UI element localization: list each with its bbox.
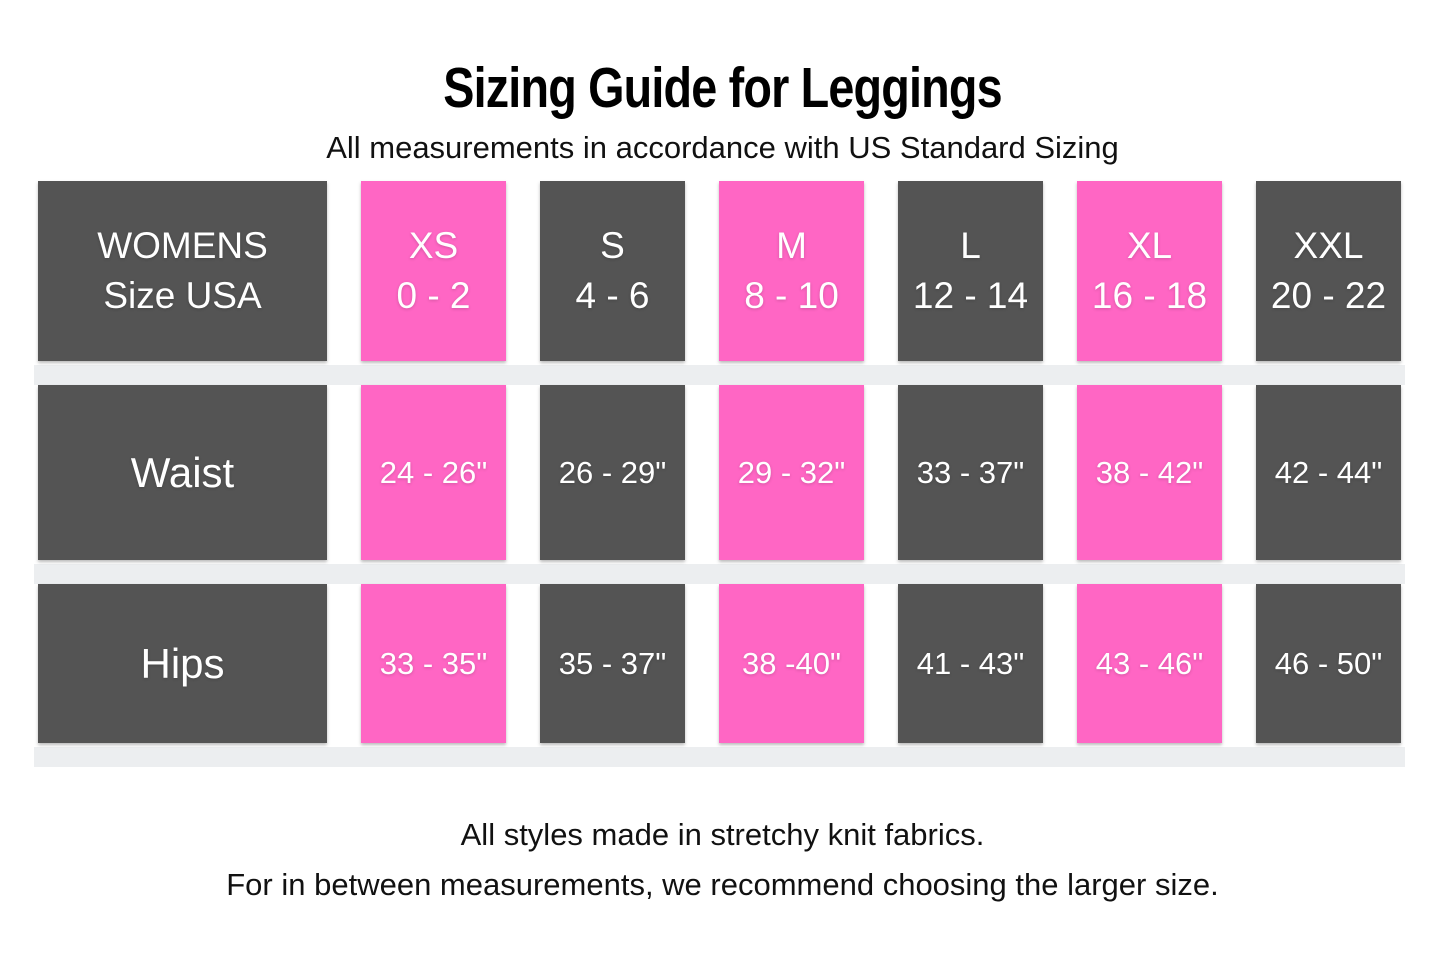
header-corner-cell: WOMENS Size USA: [38, 181, 327, 361]
hips-cell-l: 41 - 43": [898, 584, 1043, 743]
hips-cell-xl: 43 - 46": [1077, 584, 1222, 743]
corner-label-line2: Size USA: [103, 275, 262, 316]
footer-note-fabrics: All styles made in stretchy knit fabrics…: [460, 817, 985, 852]
measurement-value: 35 - 37": [558, 645, 667, 681]
waist-row: Waist 24 - 26" 26 - 29" 29 - 32" 33 - 37…: [38, 385, 1401, 560]
page-title: Sizing Guide for Leggings: [443, 56, 1002, 120]
hips-cell-m: 38 -40": [719, 584, 864, 743]
hips-cell-xxl: 46 - 50": [1256, 584, 1401, 743]
header-cell-xs: XS 0 - 2: [361, 181, 506, 361]
measurement-value: 43 - 46": [1095, 645, 1204, 681]
size-label: XL: [1126, 225, 1173, 266]
size-range: 0 - 2: [396, 275, 471, 316]
header-cell-m: M 8 - 10: [719, 181, 864, 361]
measurement-value: 42 - 44": [1274, 454, 1383, 490]
size-range: 12 - 14: [912, 275, 1029, 316]
row-label-hips: Hips: [38, 584, 327, 743]
size-table-header-row: WOMENS Size USA XS 0 - 2 S 4 - 6 M 8 - 1…: [38, 181, 1401, 361]
size-table: WOMENS Size USA XS 0 - 2 S 4 - 6 M 8 - 1…: [34, 181, 1405, 767]
hips-cell-xs: 33 - 35": [361, 584, 506, 743]
size-label: L: [960, 225, 981, 266]
size-label: S: [600, 225, 625, 266]
size-range: 16 - 18: [1091, 275, 1208, 316]
measurement-value: 38 - 42": [1095, 454, 1204, 490]
measurement-value: 41 - 43": [916, 645, 1025, 681]
row-separator-band: [34, 564, 1405, 584]
size-range: 4 - 6: [575, 275, 650, 316]
measurement-value: 46 - 50": [1274, 645, 1383, 681]
header-cell-s: S 4 - 6: [540, 181, 685, 361]
waist-cell-m: 29 - 32": [719, 385, 864, 560]
footer-notes: All styles made in stretchy knit fabrics…: [0, 810, 1445, 910]
header-cell-l: L 12 - 14: [898, 181, 1043, 361]
size-range: 20 - 22: [1270, 275, 1387, 316]
hips-row: Hips 33 - 35" 35 - 37" 38 -40" 41 - 43" …: [38, 584, 1401, 743]
hips-cell-s: 35 - 37": [540, 584, 685, 743]
measurement-value: 26 - 29": [558, 454, 667, 490]
row-label-waist: Waist: [38, 385, 327, 560]
header-cell-xl: XL 16 - 18: [1077, 181, 1222, 361]
measurement-value: 38 -40": [742, 645, 841, 681]
row-separator-band: [34, 747, 1405, 767]
measurement-value: 33 - 35": [379, 645, 488, 681]
size-label: M: [776, 225, 807, 266]
size-range: 8 - 10: [744, 275, 839, 316]
waist-cell-xs: 24 - 26": [361, 385, 506, 560]
measurement-value: 24 - 26": [379, 454, 488, 490]
size-label: XS: [408, 225, 459, 266]
waist-cell-xl: 38 - 42": [1077, 385, 1222, 560]
measurement-value: 33 - 37": [916, 454, 1025, 490]
waist-cell-s: 26 - 29": [540, 385, 685, 560]
waist-cell-xxl: 42 - 44": [1256, 385, 1401, 560]
footer-note-recommendation: For in between measurements, we recommen…: [226, 867, 1219, 902]
waist-cell-l: 33 - 37": [898, 385, 1043, 560]
size-label: XXL: [1293, 225, 1364, 266]
measurement-value: 29 - 32": [737, 454, 846, 490]
corner-label-line1: WOMENS: [97, 225, 268, 266]
header-cell-xxl: XXL 20 - 22: [1256, 181, 1401, 361]
row-separator-band: [34, 365, 1405, 385]
page-subtitle: All measurements in accordance with US S…: [326, 130, 1119, 165]
